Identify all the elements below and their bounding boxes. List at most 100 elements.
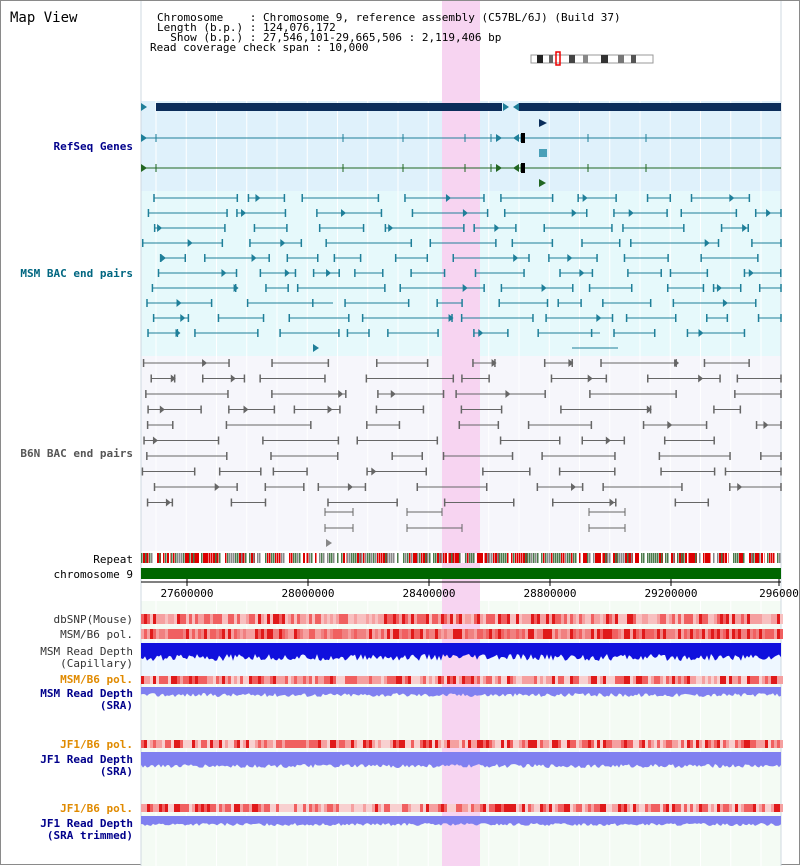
polymorphism-cell — [207, 614, 210, 624]
polymorphism-cell — [522, 740, 525, 748]
polymorphism-cell — [699, 676, 702, 684]
track-label-msm-depth-cap[interactable]: MSM Read Depth — [40, 645, 133, 658]
polymorphism-cell — [759, 804, 762, 812]
polymorphism-cell — [228, 676, 231, 684]
polymorphism-cell — [555, 614, 558, 624]
polymorphism-cell — [654, 614, 657, 624]
polymorphism-cell — [630, 804, 633, 812]
repeat-element — [145, 553, 147, 563]
polymorphism-cell — [318, 614, 321, 624]
repeat-element — [587, 553, 589, 563]
polymorphism-cell — [495, 740, 498, 748]
polymorphism-cell — [411, 614, 414, 624]
polymorphism-cell — [543, 740, 546, 748]
selection-highlight[interactable] — [442, 1, 480, 866]
track-label-jf1-depth-trim[interactable]: JF1 Read Depth — [40, 817, 133, 830]
polymorphism-cell — [501, 629, 504, 639]
bac-arrow — [214, 483, 220, 491]
track-label-repeat[interactable]: Repeat — [93, 553, 133, 566]
polymorphism-cell — [513, 804, 516, 812]
polymorphism-cell — [291, 804, 294, 812]
track-label-dbsnp[interactable]: dbSNP(Mouse) — [53, 613, 133, 626]
bac-arrow — [729, 194, 735, 202]
polymorphism-cell — [693, 629, 696, 639]
polymorphism-cell — [531, 629, 534, 639]
polymorphism-cell — [579, 740, 582, 748]
polymorphism-cell — [432, 676, 435, 684]
polymorphism-cell — [681, 629, 684, 639]
polymorphism-cell — [591, 804, 594, 812]
track-label-jf1-b6-pol-2[interactable]: JF1/B6 pol. — [60, 802, 133, 815]
track-label-msm-bac[interactable]: MSM BAC end pairs — [20, 267, 133, 280]
polymorphism-cell — [489, 740, 492, 748]
polymorphism-cell — [612, 629, 615, 639]
polymorphism-cell — [273, 676, 276, 684]
gene-model[interactable] — [156, 103, 502, 111]
polymorphism-cell — [210, 629, 213, 639]
bac-arrow — [571, 209, 577, 217]
track-label-msm-depth-sra[interactable]: MSM Read Depth — [40, 687, 133, 700]
repeat-element — [277, 553, 279, 563]
track-label-b6n-bac[interactable]: B6N BAC end pairs — [20, 447, 133, 460]
polymorphism-cell — [429, 676, 432, 684]
polymorphism-cell — [516, 676, 519, 684]
polymorphism-cell — [429, 614, 432, 624]
polymorphism-cell — [423, 614, 426, 624]
polymorphism-cell — [387, 614, 390, 624]
polymorphism-cell — [318, 804, 321, 812]
polymorphism-cell — [579, 804, 582, 812]
polymorphism-cell — [699, 614, 702, 624]
chromosome-ideogram[interactable] — [530, 51, 654, 66]
polymorphism-cell — [552, 614, 555, 624]
track-label-msm-b6-pol[interactable]: MSM/B6 pol. — [60, 628, 133, 641]
polymorphism-cell — [549, 614, 552, 624]
polymorphism-cell — [513, 629, 516, 639]
bac-arrow — [170, 374, 176, 383]
repeat-element — [215, 553, 217, 563]
polymorphism-cell — [171, 629, 174, 639]
polymorphism-cell — [480, 740, 483, 748]
polymorphism-cell — [627, 629, 630, 639]
polymorphism-cell — [768, 676, 771, 684]
polymorphism-cell — [384, 676, 387, 684]
polymorphism-cell — [711, 804, 714, 812]
repeat-element — [403, 553, 405, 563]
polymorphism-cell — [417, 740, 420, 748]
polymorphism-cell — [492, 614, 495, 624]
bac-arrow — [176, 299, 182, 307]
polymorphism-cell — [531, 676, 534, 684]
polymorphism-cell — [459, 804, 462, 812]
gene-model[interactable] — [519, 103, 781, 111]
polymorphism-cell — [405, 629, 408, 639]
polymorphism-cell — [243, 676, 246, 684]
track-label-msm-b6-pol-sra[interactable]: MSM/B6 pol. — [60, 673, 133, 686]
polymorphism-cell — [231, 629, 234, 639]
polymorphism-cell — [729, 614, 732, 624]
polymorphism-cell — [771, 614, 774, 624]
track-label-jf1-b6-pol-1[interactable]: JF1/B6 pol. — [60, 738, 133, 751]
polymorphism-cell — [285, 804, 288, 812]
polymorphism-cell — [573, 740, 576, 748]
repeat-element — [777, 553, 779, 563]
polymorphism-cell — [312, 614, 315, 624]
polymorphism-cell — [156, 804, 159, 812]
polymorphism-cell — [600, 629, 603, 639]
repeat-element — [151, 553, 153, 563]
polymorphism-cell — [225, 629, 228, 639]
track-label-jf1-depth-sra[interactable]: JF1 Read Depth — [40, 753, 133, 766]
polymorphism-cell — [204, 614, 207, 624]
polymorphism-cell — [219, 804, 222, 812]
polymorphism-cell — [570, 614, 573, 624]
repeat-element — [443, 553, 445, 563]
polymorphism-cell — [534, 804, 537, 812]
polymorphism-cell — [237, 614, 240, 624]
track-label-refseq[interactable]: RefSeq Genes — [53, 140, 133, 153]
polymorphism-cell — [603, 804, 606, 812]
polymorphism-cell — [375, 804, 378, 812]
polymorphism-cell — [336, 804, 339, 812]
polymorphism-cell — [678, 740, 681, 748]
polymorphism-cell — [438, 629, 441, 639]
polymorphism-cell — [597, 676, 600, 684]
repeat-element — [609, 553, 611, 563]
